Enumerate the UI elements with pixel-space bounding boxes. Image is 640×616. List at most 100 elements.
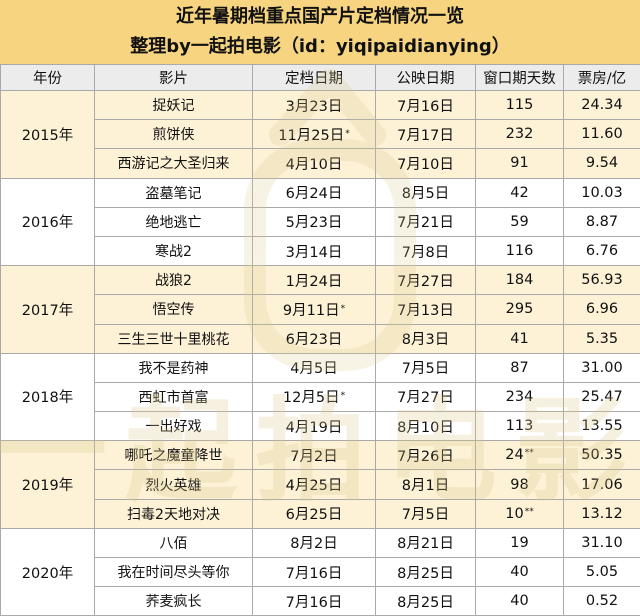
film-cell: 寒战2 xyxy=(95,236,253,265)
release-date-cell-value: 7月27日 xyxy=(397,274,454,290)
window-days-cell: 10** xyxy=(476,499,564,528)
header-row: 年份 影片 定档日期 公映日期 窗口期天数 票房/亿 xyxy=(1,65,640,91)
film-cell-value: 我不是药神 xyxy=(139,361,209,377)
schedule-date-cell-footnote-mark: * xyxy=(341,391,346,401)
release-date-cell: 7月13日 xyxy=(376,295,476,324)
window-days-cell: 59 xyxy=(476,207,564,236)
window-days-cell: 184 xyxy=(476,266,564,295)
window-days-cell: 24** xyxy=(476,441,564,470)
window-days-cell: 98 xyxy=(476,470,564,499)
release-date-cell: 7月27日 xyxy=(376,266,476,295)
box-office-cell: 31.00 xyxy=(564,353,640,382)
release-date-cell-value: 7月26日 xyxy=(397,449,454,465)
film-cell-value: 八佰 xyxy=(160,536,188,552)
release-date-cell-value: 8月3日 xyxy=(402,332,449,348)
film-cell-value: 绝地逃亡 xyxy=(146,215,202,231)
schedule-date-cell: 6月23日 xyxy=(253,324,376,353)
window-days-cell-footnote-mark: ** xyxy=(525,448,534,458)
box-office-cell: 17.06 xyxy=(564,470,640,499)
schedule-date-cell-value: 7月16日 xyxy=(286,566,343,582)
schedule-date-cell: 4月10日 xyxy=(253,149,376,178)
window-days-cell-value: 40 xyxy=(510,593,528,609)
box-office-cell-value: 5.05 xyxy=(586,564,618,580)
schedule-date-cell-value: 3月14日 xyxy=(286,245,343,261)
window-days-cell: 232 xyxy=(476,120,564,149)
box-office-cell-value: 13.12 xyxy=(581,506,623,522)
table-row: 三生三世十里桃花 6月23日 8月3日 41 5.35 xyxy=(1,324,640,353)
film-cell-value: 三生三世十里桃花 xyxy=(118,332,230,348)
film-cell-value: 哪吒之魔童降世 xyxy=(125,448,223,464)
film-cell: 八佰 xyxy=(95,528,253,557)
film-cell: 一出好戏 xyxy=(95,412,253,441)
release-date-cell-value: 7月5日 xyxy=(402,507,449,523)
schedule-date-cell: 3月23日 xyxy=(253,91,376,120)
box-office-cell: 11.60 xyxy=(564,120,640,149)
release-date-cell: 7月8日 xyxy=(376,236,476,265)
box-office-cell: 13.55 xyxy=(564,412,640,441)
film-cell-value: 悟空传 xyxy=(153,302,195,318)
release-date-cell: 7月5日 xyxy=(376,353,476,382)
window-days-cell: 87 xyxy=(476,353,564,382)
release-date-cell-value: 8月1日 xyxy=(402,478,449,494)
film-cell: 荞麦疯长 xyxy=(95,587,253,616)
page-subtitle: 整理by一起拍电影（id：yiqipaidianying） xyxy=(0,33,640,61)
release-date-cell: 8月25日 xyxy=(376,558,476,587)
box-office-cell: 24.34 xyxy=(564,91,640,120)
release-date-cell: 8月25日 xyxy=(376,587,476,616)
box-office-cell-value: 6.76 xyxy=(586,243,618,259)
film-cell-value: 西游记之大圣归来 xyxy=(118,156,230,172)
box-office-cell: 25.47 xyxy=(564,382,640,411)
box-office-cell: 5.35 xyxy=(564,324,640,353)
schedule-date-cell-value: 8月2日 xyxy=(290,536,337,552)
release-date-cell-value: 8月5日 xyxy=(402,186,449,202)
film-cell-value: 我在时间尽头等你 xyxy=(118,565,230,581)
window-days-cell-value: 42 xyxy=(510,185,528,201)
film-cell-value: 烈火英雄 xyxy=(146,478,202,494)
box-office-cell: 56.93 xyxy=(564,266,640,295)
window-days-cell-value: 232 xyxy=(506,126,534,142)
box-office-cell-value: 5.35 xyxy=(586,331,618,347)
window-days-cell: 116 xyxy=(476,236,564,265)
box-office-cell-value: 24.34 xyxy=(581,97,623,113)
box-office-cell: 6.76 xyxy=(564,236,640,265)
release-date-cell-value: 8月25日 xyxy=(397,595,454,611)
box-office-cell: 10.03 xyxy=(564,178,640,207)
year-cell: 2016年 xyxy=(1,178,95,266)
title-banner: 近年暑期档重点国产片定档情况一览 整理by一起拍电影（id：yiqipaidia… xyxy=(0,0,640,65)
box-office-cell-value: 10.03 xyxy=(581,185,623,201)
film-cell-value: 战狼2 xyxy=(155,273,192,289)
schedule-date-cell: 4月25日 xyxy=(253,470,376,499)
film-cell-value: 一出好戏 xyxy=(146,419,202,435)
box-office-cell: 8.87 xyxy=(564,207,640,236)
box-office-cell: 13.12 xyxy=(564,499,640,528)
schedule-date-cell-value: 3月23日 xyxy=(286,99,343,115)
box-office-cell-value: 50.35 xyxy=(581,447,623,463)
schedule-date-cell-value: 1月24日 xyxy=(286,274,343,290)
film-cell: 哪吒之魔童降世 xyxy=(95,441,253,470)
box-office-cell: 31.10 xyxy=(564,528,640,557)
year-cell: 2019年 xyxy=(1,441,95,529)
year-cell: 2015年 xyxy=(1,91,95,179)
release-date-cell: 8月1日 xyxy=(376,470,476,499)
film-cell: 悟空传 xyxy=(95,295,253,324)
window-days-cell-value: 184 xyxy=(506,272,534,288)
window-days-cell: 19 xyxy=(476,528,564,557)
window-days-cell: 234 xyxy=(476,382,564,411)
release-date-cell-value: 8月21日 xyxy=(397,536,454,552)
window-days-cell-value: 91 xyxy=(510,155,528,171)
release-date-cell: 7月10日 xyxy=(376,149,476,178)
window-days-cell: 41 xyxy=(476,324,564,353)
year-cell: 2020年 xyxy=(1,528,95,616)
box-office-cell: 9.54 xyxy=(564,149,640,178)
box-office-cell: 5.05 xyxy=(564,558,640,587)
box-office-cell-value: 56.93 xyxy=(581,272,623,288)
